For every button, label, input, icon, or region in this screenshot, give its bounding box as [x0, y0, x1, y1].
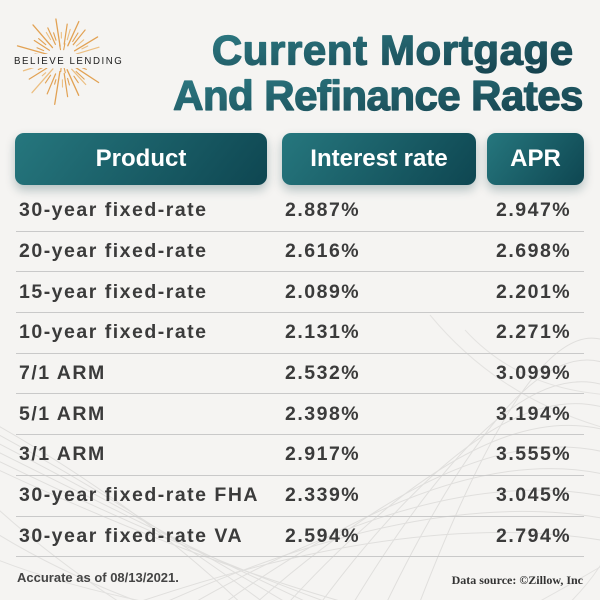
svg-text:And Refinance Rates: And Refinance Rates	[173, 72, 583, 119]
svg-text:Current Mortgage: Current Mortgage	[212, 27, 574, 74]
